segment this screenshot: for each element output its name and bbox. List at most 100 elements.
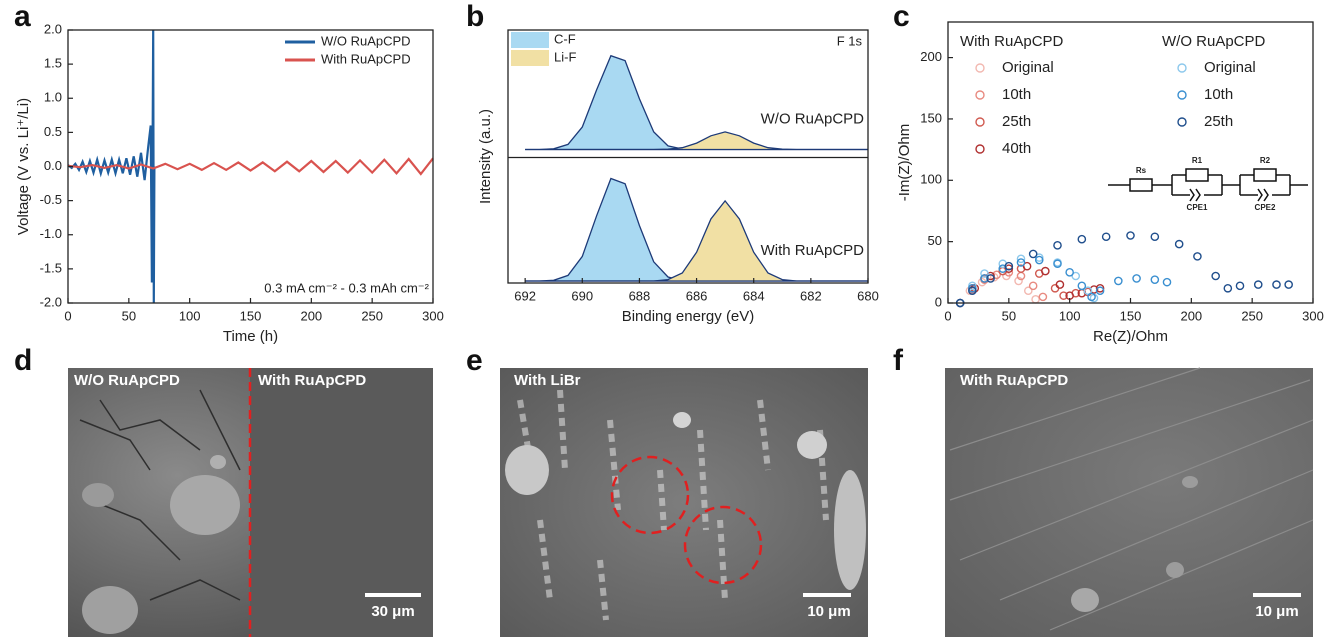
- scratches: [949, 367, 1314, 631]
- cracks: [79, 389, 241, 601]
- data-point: [1034, 253, 1044, 262]
- cpe: [1189, 188, 1201, 202]
- particle: [82, 586, 138, 634]
- data-point: [1132, 274, 1141, 283]
- image-area: [945, 368, 1313, 637]
- data-point: [1095, 286, 1105, 296]
- inset-label: CPE2: [1255, 203, 1276, 212]
- data-point: [1031, 295, 1040, 304]
- x-axis-label: Re(Z)/Ohm: [1093, 328, 1168, 345]
- data-point: [1041, 266, 1050, 276]
- data-point: [970, 283, 980, 293]
- legend-marker: [975, 63, 985, 73]
- particle: [82, 483, 114, 507]
- data-point: [1223, 283, 1233, 293]
- sem-image-d: d W/O RuApCPD With RuApCPD 30 μm: [14, 344, 433, 637]
- panel-letter: d: [14, 344, 32, 377]
- x-tick-label: 150: [240, 308, 262, 323]
- image-area: [250, 368, 433, 637]
- data-point: [1004, 268, 1014, 277]
- particle: [210, 455, 226, 469]
- x-tick-label: 0: [64, 308, 71, 323]
- y-tick-label: 0.5: [44, 124, 62, 139]
- peak-area: [525, 54, 868, 151]
- x-tick-label: 100: [1059, 308, 1081, 323]
- wire: [1171, 174, 1223, 196]
- data-point: [1126, 231, 1135, 240]
- data-point: [1053, 259, 1062, 269]
- data-point: [980, 274, 989, 283]
- x-tick-label: 50: [122, 308, 136, 323]
- x-axis-label: Time (h): [223, 328, 278, 345]
- inset-label: Rs: [1136, 166, 1147, 175]
- data-point: [1014, 276, 1023, 286]
- data-point: [1034, 255, 1044, 265]
- data-point: [1016, 258, 1026, 267]
- cpe: [1257, 188, 1269, 202]
- data-point: [1059, 291, 1068, 300]
- data-point: [1055, 280, 1065, 289]
- scale-label: 10 μm: [1255, 603, 1298, 620]
- data-point: [1087, 292, 1096, 302]
- particle: [834, 470, 866, 590]
- inset-label: R2: [1260, 156, 1271, 165]
- x-tick-label: 680: [857, 288, 879, 303]
- panel-letter: e: [466, 344, 483, 377]
- legend-marker: [1177, 117, 1187, 127]
- x-tick-label: 0: [944, 308, 951, 323]
- legend-title: W/O RuApCPD: [1162, 33, 1266, 50]
- data-point: [1004, 261, 1014, 271]
- legend-marker: [1177, 90, 1187, 100]
- data-point: [1150, 232, 1160, 242]
- annotation: 0.3 mA cm⁻² - 0.3 mAh cm⁻²: [264, 280, 429, 295]
- particle: [673, 412, 691, 428]
- data-point: [1114, 276, 1123, 286]
- y-tick-label: 1.5: [44, 56, 62, 71]
- data-point: [1095, 283, 1105, 293]
- data-point: [989, 272, 999, 282]
- x-axis-label: Binding energy (eV): [622, 308, 755, 325]
- data-point: [1211, 271, 1220, 281]
- wire: [1239, 174, 1291, 196]
- particle: [505, 445, 549, 495]
- particle: [1166, 562, 1184, 578]
- data-point: [1038, 292, 1048, 302]
- x-tick-label: 200: [1180, 308, 1202, 323]
- sem-image-f: f With RuApCPD 10 μm: [893, 344, 1314, 637]
- subplot-label: W/O RuApCPD: [761, 110, 865, 127]
- data-point: [1077, 234, 1087, 244]
- legend-marker: [975, 117, 985, 127]
- x-tick-label: 250: [361, 308, 383, 323]
- legend-label: Original: [1002, 59, 1054, 76]
- inset-label: R1: [1192, 156, 1203, 165]
- data-point: [1065, 268, 1074, 277]
- y-axis-label: Voltage (V vs. Li⁺/Li): [15, 98, 32, 235]
- x-tick-label: 100: [179, 308, 201, 323]
- data-point: [1050, 283, 1060, 293]
- panel-letter: b: [466, 0, 484, 33]
- scale-label: 10 μm: [807, 603, 850, 620]
- highlight-circle: [683, 505, 763, 585]
- data-point: [1284, 280, 1293, 289]
- data-point: [1024, 286, 1033, 296]
- x-tick-label: 690: [571, 288, 593, 303]
- x-tick-label: 300: [422, 308, 444, 323]
- y-tick-label: -1.5: [40, 260, 62, 275]
- legend-label: Li-F: [554, 49, 576, 64]
- circuit-inset: [1108, 168, 1308, 202]
- particle: [797, 431, 827, 459]
- data-point: [1101, 232, 1111, 242]
- data-point: [1028, 281, 1038, 291]
- data-point: [1150, 275, 1160, 284]
- data-point: [1053, 241, 1062, 250]
- legend-label: Original: [1204, 59, 1256, 76]
- subplot-label: With RuApCPD: [761, 242, 865, 259]
- x-tick-label: 300: [1302, 308, 1324, 323]
- legend-title: With RuApCPD: [960, 33, 1064, 50]
- legend-label: C-F: [554, 31, 576, 46]
- legend-label: 10th: [1204, 86, 1233, 103]
- y-tick-label: 150: [920, 110, 942, 125]
- data-point: [1028, 249, 1038, 259]
- scale-bar: [365, 593, 421, 597]
- legend-label: 40th: [1002, 140, 1031, 157]
